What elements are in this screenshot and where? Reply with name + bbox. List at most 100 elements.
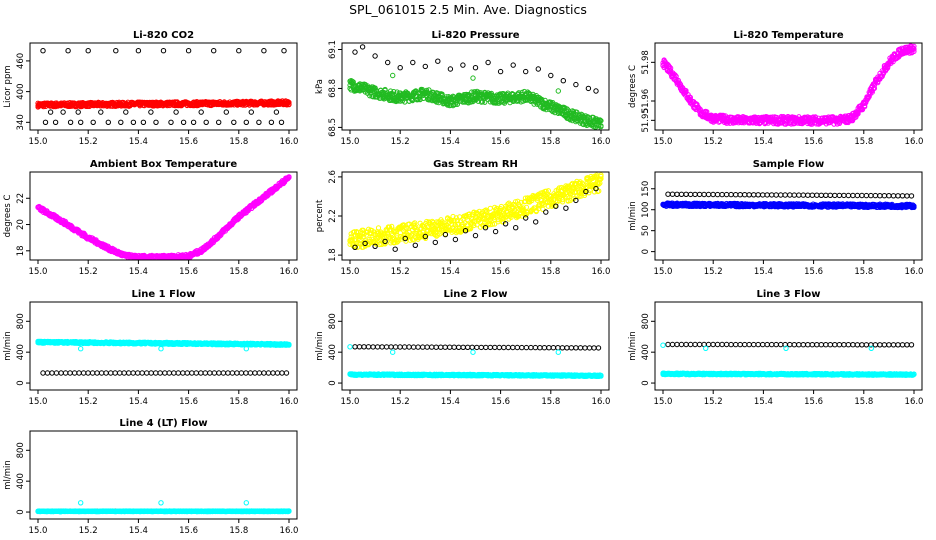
data-point — [424, 218, 430, 225]
x-tick-label: 15.6 — [179, 267, 198, 277]
data-point — [60, 109, 66, 115]
data-point — [593, 185, 599, 192]
data-point — [148, 109, 154, 115]
data-point — [385, 59, 391, 66]
x-tick-label: 15.4 — [129, 267, 148, 277]
panel-title: Gas Stream RH — [433, 159, 518, 170]
data-point — [578, 193, 584, 199]
x-tick-label: 15.0 — [341, 137, 360, 147]
plot-area — [35, 174, 292, 260]
data-point — [402, 235, 408, 242]
data-point — [845, 192, 852, 199]
data-point — [548, 72, 554, 79]
data-point — [560, 199, 566, 205]
data-point — [180, 119, 187, 126]
data-point — [286, 99, 292, 105]
y-tick-label: 50 — [641, 225, 651, 236]
y-axis-label: kPa — [315, 79, 325, 94]
data-point — [737, 192, 743, 198]
data-point — [483, 207, 489, 213]
data-point — [751, 192, 757, 198]
data-point — [823, 192, 829, 199]
series-rh-yellow — [347, 172, 604, 250]
x-tick-label: 15.8 — [854, 137, 873, 147]
x-tick-label: 15.8 — [541, 137, 560, 147]
series-licor-temp — [660, 43, 917, 127]
data-point — [75, 109, 81, 115]
plot-frame — [29, 171, 298, 261]
data-point — [452, 236, 459, 243]
data-point — [435, 58, 441, 64]
x-tick-label: 15.6 — [804, 267, 823, 277]
data-point — [678, 191, 685, 198]
data-point — [373, 240, 379, 247]
data-point — [863, 192, 870, 199]
y-tick-label: 400 — [16, 84, 26, 100]
data-point — [523, 204, 530, 210]
data-point — [426, 87, 432, 93]
data-point — [814, 192, 820, 198]
data-point — [52, 119, 59, 126]
data-point — [223, 109, 230, 115]
data-point — [485, 59, 491, 66]
data-point — [281, 48, 287, 54]
data-point — [583, 185, 589, 192]
x-tick-label: 16.0 — [592, 137, 611, 147]
data-point — [809, 192, 815, 198]
x-tick-label: 15.6 — [179, 137, 198, 147]
data-point — [482, 99, 488, 105]
data-point — [168, 119, 174, 126]
data-point — [598, 123, 604, 129]
data-point — [791, 192, 797, 198]
x-tick-label: 16.0 — [905, 137, 924, 147]
data-point — [877, 193, 883, 199]
plot-frame — [29, 42, 298, 131]
x-tick-label: 15.2 — [704, 267, 723, 277]
data-point — [596, 181, 602, 187]
data-point — [372, 85, 378, 91]
data-point — [98, 109, 104, 115]
y-tick-label: 20 — [16, 219, 26, 230]
data-point — [511, 207, 518, 213]
data-point — [445, 102, 451, 108]
data-point — [598, 118, 604, 124]
data-point — [564, 106, 570, 112]
x-tick-label: 15.4 — [441, 267, 460, 277]
data-point — [533, 219, 539, 225]
series-line1-cyan — [35, 338, 292, 348]
x-tick-label: 15.0 — [29, 137, 48, 147]
data-point — [391, 89, 397, 95]
plot-area — [35, 48, 292, 126]
x-tick-label: 15.6 — [491, 137, 510, 147]
y-axis-label: degrees C — [3, 195, 13, 238]
data-point — [805, 192, 811, 198]
data-point — [543, 188, 549, 194]
data-point — [665, 191, 671, 197]
data-point — [47, 109, 54, 115]
y-axis-label: ml/min — [628, 201, 638, 231]
data-point — [432, 239, 438, 246]
plot-frame — [341, 42, 610, 131]
x-tick-label: 15.2 — [391, 267, 410, 277]
data-point — [673, 73, 679, 79]
y-axis-label: percent — [315, 199, 325, 232]
y-tick-label: 68.8 — [328, 79, 338, 98]
data-point — [710, 191, 716, 198]
data-point — [286, 102, 292, 108]
x-tick-label: 15.2 — [79, 267, 98, 277]
panel-title: Li-820 CO2 — [133, 30, 194, 41]
y-axis-label: degrees C — [628, 65, 638, 108]
data-point — [687, 191, 694, 198]
data-point — [760, 192, 766, 198]
y-tick-label: 18 — [16, 245, 26, 256]
data-point — [881, 193, 888, 199]
panel-title: Li-820 Temperature — [733, 30, 843, 41]
data-point — [286, 174, 292, 181]
series-sample-blue — [660, 200, 917, 211]
data-point — [42, 119, 49, 126]
data-point — [755, 192, 761, 198]
data-point — [497, 91, 503, 97]
